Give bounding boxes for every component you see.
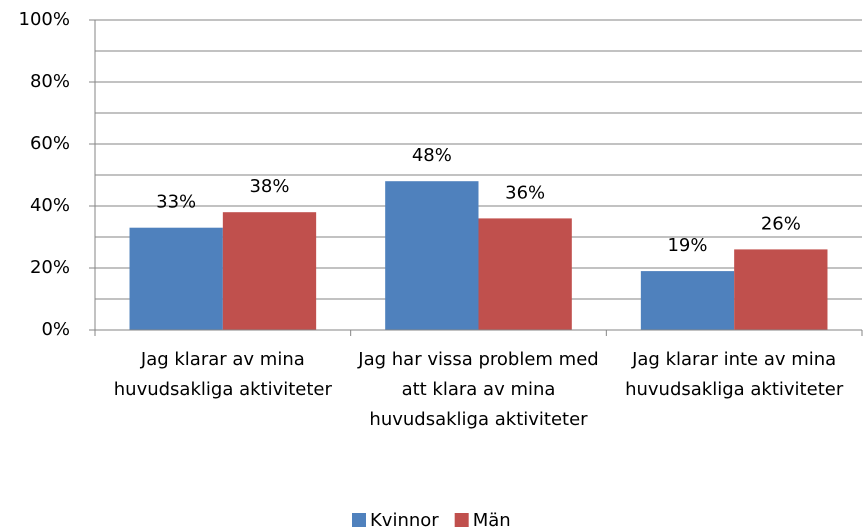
data-label: 48%	[412, 145, 452, 166]
legend-label: Män	[473, 510, 511, 531]
bar	[222, 212, 317, 330]
bar	[640, 271, 735, 330]
data-label: 36%	[505, 182, 545, 203]
data-label: 19%	[667, 235, 707, 256]
y-tick-label: 40%	[30, 195, 70, 216]
legend-swatch	[352, 513, 366, 527]
data-label: 33%	[156, 192, 196, 213]
y-tick-label: 80%	[30, 71, 70, 92]
x-tick-label: Jag har vissa problem med att klara av m…	[358, 349, 599, 430]
legend-swatch	[454, 513, 469, 527]
data-label: 38%	[249, 176, 289, 197]
bar	[734, 249, 828, 330]
data-label: 26%	[761, 213, 801, 234]
legend-label: Kvinnor	[370, 510, 439, 531]
y-tick-label: 60%	[30, 133, 70, 154]
y-tick-label: 0%	[41, 319, 70, 340]
y-tick-label: 20%	[30, 257, 70, 278]
y-tick-label: 100%	[19, 9, 70, 30]
bar	[129, 227, 223, 330]
x-tick-label: Jag klarar av mina huvudsakliga aktivite…	[113, 349, 332, 400]
bar	[385, 181, 479, 330]
bar	[478, 218, 572, 330]
x-tick-label: Jag klarar inte av mina huvudsakliga akt…	[625, 349, 844, 400]
